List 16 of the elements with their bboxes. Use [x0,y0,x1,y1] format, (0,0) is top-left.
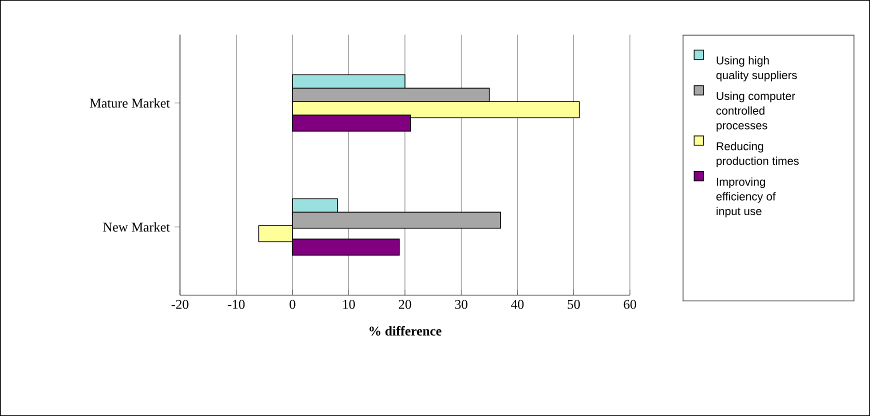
x-tick-label: 30 [455,300,468,309]
text: Improving efficiency of input use [716,177,776,218]
x-tick-label: 40 [511,300,524,309]
text: Using high quality suppliers [716,56,797,82]
text: Reducing production times [716,142,799,168]
x-tick-label: -20 [172,300,188,309]
y-tick-label: Mature Market [90,98,170,108]
x-tick-label: -10 [228,300,245,309]
text: Using computer controlled processes [716,92,796,132]
x-tick-label: 50 [568,300,580,309]
x-tick-label: 0 [290,300,296,309]
y-tick-label: New Market [103,222,170,232]
x-tick-label: 10 [343,300,355,309]
x-tick-label: 60 [624,300,636,309]
x-axis-title: % difference [370,326,442,336]
x-tick-label: 20 [398,300,412,309]
